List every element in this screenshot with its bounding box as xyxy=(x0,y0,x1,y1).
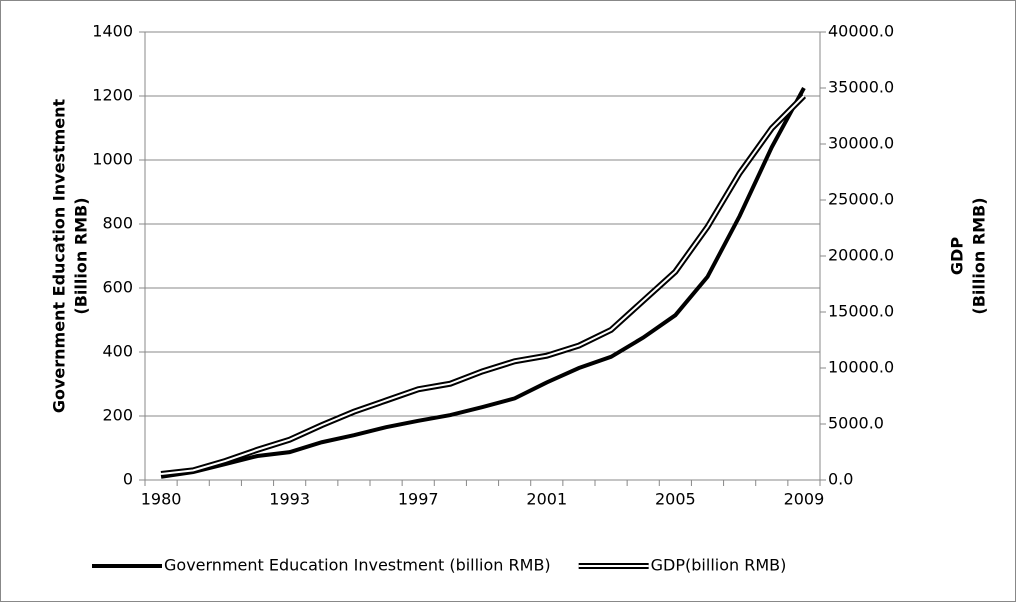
y2-tick-label: 10000.0 xyxy=(828,358,894,377)
y-tick-label: 600 xyxy=(102,278,133,297)
x-tick-label: 2001 xyxy=(526,490,567,509)
y-tick-label: 200 xyxy=(102,406,133,425)
x-tick-label: 1997 xyxy=(398,490,439,509)
y2-tick-label: 5000.0 xyxy=(828,414,884,433)
y-tick-label: 1200 xyxy=(92,86,133,105)
series-line-inner xyxy=(160,95,805,475)
legend-label: Government Education Investment (billion… xyxy=(164,556,551,575)
x-tick-label: 2009 xyxy=(784,490,825,509)
y2-axis-title: GDP xyxy=(948,237,967,275)
y-tick-label: 0 xyxy=(123,470,133,489)
y2-tick-label: 30000.0 xyxy=(828,134,894,153)
y-axis-title: Government Education Investment xyxy=(50,98,69,413)
legend-label: GDP(billion RMB) xyxy=(651,556,787,575)
y-tick-label: 1400 xyxy=(92,22,133,41)
x-tick-label: 1993 xyxy=(269,490,310,509)
y-tick-label: 400 xyxy=(102,342,133,361)
y2-tick-label: 35000.0 xyxy=(828,78,894,97)
y2-tick-label: 0.0 xyxy=(828,470,853,489)
y-axis-title: (Billion RMB) xyxy=(72,197,91,314)
y-tick-label: 800 xyxy=(102,214,133,233)
y2-tick-label: 15000.0 xyxy=(828,302,894,321)
x-tick-label: 2005 xyxy=(655,490,696,509)
y2-tick-label: 20000.0 xyxy=(828,246,894,265)
y2-tick-label: 25000.0 xyxy=(828,190,894,209)
x-tick-label: 1980 xyxy=(141,490,182,509)
series-line xyxy=(160,87,806,479)
y-tick-label: 1000 xyxy=(92,150,133,169)
y2-tick-label: 40000.0 xyxy=(828,22,894,41)
y2-axis-title: (Billion RMB) xyxy=(970,197,989,314)
